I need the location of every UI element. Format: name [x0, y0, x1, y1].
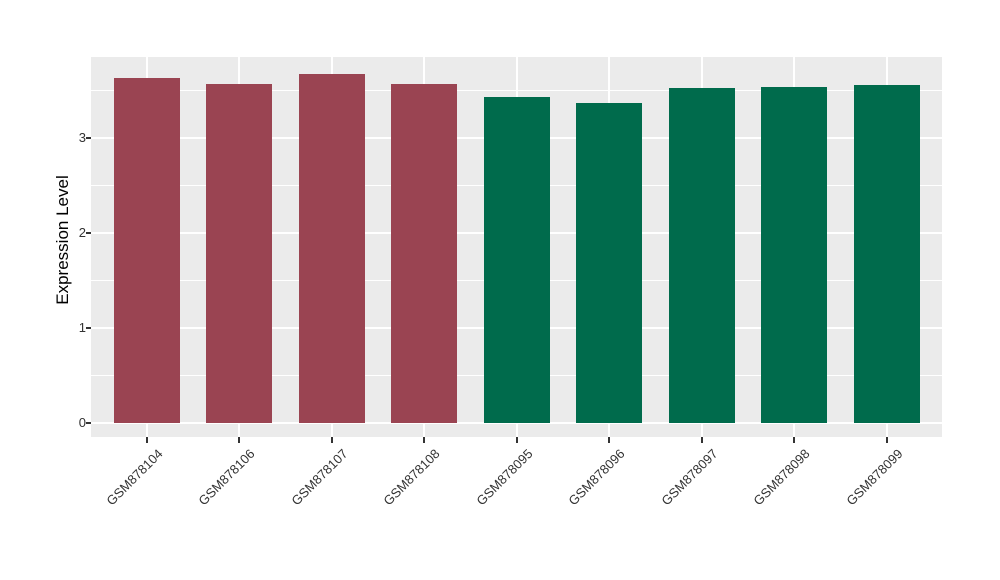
x-tick-label-text-GSM878096: GSM878096 [565, 446, 628, 509]
y-tick-label-0: 0 [78, 415, 86, 430]
y-tick-mark-2 [86, 232, 91, 234]
bar-GSM878104 [113, 78, 180, 423]
x-tick-mark-GSM878098 [793, 437, 795, 443]
bar-GSM878107 [298, 74, 365, 423]
plot-panel [91, 57, 942, 437]
y-tick-label-1: 1 [78, 320, 86, 335]
bar-GSM878097 [668, 87, 735, 423]
bar-GSM878096 [576, 102, 642, 423]
y-tick-label-3: 3 [78, 130, 86, 145]
x-tick-label-text-GSM878097: GSM878097 [657, 446, 721, 509]
bar-GSM878098 [761, 86, 827, 423]
x-tick-mark-GSM878096 [608, 437, 610, 443]
x-tick-mark-GSM878107 [330, 437, 333, 443]
x-tick-mark-GSM878108 [423, 437, 425, 443]
y-tick-mark-0 [86, 422, 91, 424]
x-tick-label-text-GSM878095: GSM878095 [472, 446, 536, 509]
x-tick-label-text-GSM878099: GSM878099 [842, 446, 906, 509]
x-tick-mark-GSM878106 [238, 437, 240, 443]
x-tick-label-text-GSM878108: GSM878108 [380, 446, 443, 509]
x-tick-label-text-GSM878107: GSM878107 [287, 446, 351, 509]
x-tick-mark-GSM878095 [515, 437, 518, 443]
x-tick-mark-GSM878097 [700, 437, 703, 443]
bar-GSM878099 [853, 84, 920, 423]
y-tick-mark-1 [86, 327, 91, 329]
bar-GSM878095 [483, 97, 550, 423]
x-tick-mark-GSM878099 [885, 437, 888, 443]
y-tick-label-2: 2 [78, 225, 86, 240]
bar-GSM878108 [391, 83, 457, 423]
x-tick-label-text-GSM878106: GSM878106 [195, 446, 258, 509]
x-tick-label-text-GSM878098: GSM878098 [750, 446, 813, 509]
x-tick-mark-GSM878104 [145, 437, 148, 443]
y-tick-mark-3 [86, 137, 91, 139]
x-tick-label-text-GSM878104: GSM878104 [102, 446, 166, 509]
bar-GSM878106 [206, 83, 272, 423]
